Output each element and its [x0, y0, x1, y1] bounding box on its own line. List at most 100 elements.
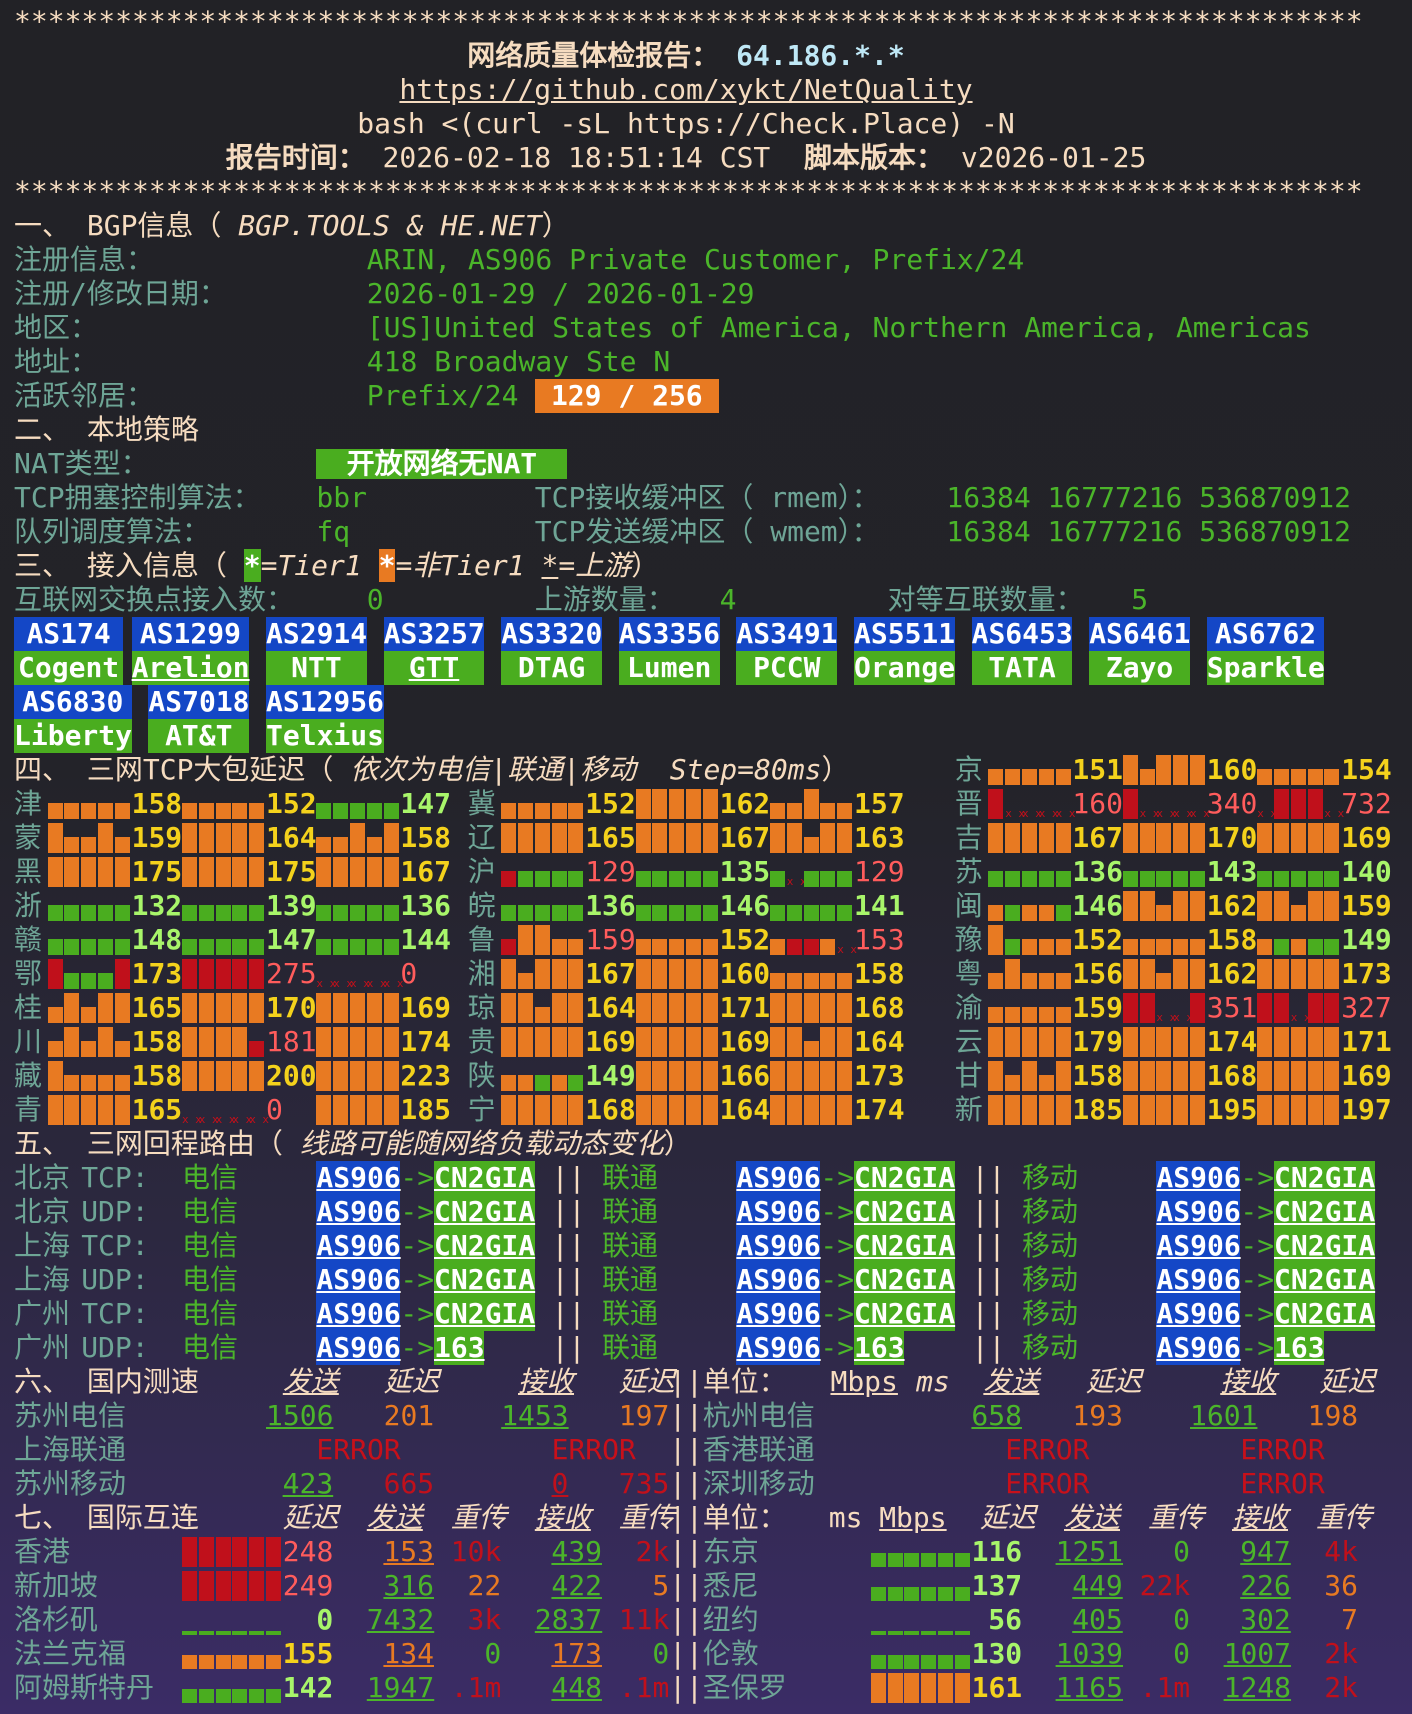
peer-label: 对等互联数量：: [887, 583, 1084, 616]
latency-bar: [770, 871, 785, 887]
route-hop-as: AS906: [736, 1297, 821, 1331]
latency-bar: [232, 857, 248, 887]
intl-send-value: 7432: [366, 1603, 435, 1636]
route-separator: ||: [551, 1331, 586, 1364]
latency-bar: [988, 871, 1004, 887]
intl-recv: 2837: [535, 1603, 602, 1637]
route-isp: 电信: [182, 1263, 239, 1296]
intl-header: 发送: [366, 1501, 423, 1534]
intl-send: 7432: [367, 1603, 434, 1637]
latency-bar: [249, 1041, 265, 1057]
latency-bar: [988, 1027, 1004, 1057]
nat-label: NAT类型：: [14, 447, 149, 480]
intl-recv-value: 226: [1240, 1569, 1291, 1602]
latency-value: 351: [1206, 991, 1258, 1024]
route-city: 广州: [14, 1331, 71, 1364]
intl-recv-retrans: 4k: [1308, 1535, 1358, 1569]
latency-bar: [1257, 871, 1273, 887]
latency-bar: [551, 803, 567, 819]
latency-bar: [182, 823, 197, 853]
latency-bar: [988, 823, 1004, 853]
as-number: AS6830: [14, 685, 132, 719]
intl-latency-bar: [870, 1673, 886, 1703]
latency-bar: [1005, 1027, 1021, 1057]
latency-bar: [333, 1095, 349, 1125]
route-city: 上海: [14, 1263, 71, 1296]
latency-bar: [1190, 1095, 1205, 1125]
latency-city: 藏: [14, 1059, 43, 1092]
intl-send: 1947: [367, 1671, 434, 1705]
intl-latency: 130: [971, 1637, 1023, 1670]
latency-bar: [669, 905, 685, 921]
latency-bar: [988, 925, 1004, 955]
latency-bar-missing-mark: x x: [1156, 1011, 1177, 1024]
cc-label: TCP拥塞控制算法：: [14, 481, 261, 514]
latency-bar: [215, 993, 231, 1023]
intl-latency-bar: [887, 1587, 903, 1601]
domestic-latency: 665: [383, 1467, 435, 1501]
latency-bar: [669, 1095, 685, 1125]
latency-value: 143: [1206, 855, 1258, 888]
latency-bar: [1156, 871, 1172, 887]
intl-node-name: 东京: [702, 1535, 759, 1568]
domestic-node-name: 上海联通: [14, 1433, 127, 1466]
latency-bar: [47, 857, 63, 887]
intl-send-retrans: 0: [1140, 1603, 1190, 1637]
latency-value: 169: [585, 1025, 636, 1058]
intl-latency-bar: [232, 1537, 248, 1567]
intl-latency: 137: [971, 1569, 1023, 1602]
latency-city: 京: [954, 753, 983, 786]
latency-value: 0: [266, 1093, 283, 1126]
domestic-separator: ||: [669, 1365, 703, 1398]
latency-bar: [64, 905, 80, 921]
route-arrow: ->: [400, 1195, 435, 1228]
latency-city: 贵: [467, 1025, 496, 1058]
as-name: Liberty: [14, 719, 133, 753]
latency-bar: [64, 939, 80, 955]
latency-value: 164: [266, 821, 317, 854]
latency-bar: [1274, 1027, 1289, 1057]
latency-bar: [669, 959, 685, 989]
latency-bar: [1307, 891, 1323, 921]
intl-latency-bar: [215, 1655, 231, 1669]
latency-bar: [98, 1027, 113, 1057]
latency-bar: [1257, 939, 1273, 955]
as-name: Zayo: [1089, 651, 1190, 685]
intl-latency-bar: [266, 1571, 281, 1601]
latency-bar: [820, 1095, 836, 1125]
intl-recv-retrans: 2k: [1308, 1671, 1358, 1705]
latency-bar: [1190, 1027, 1205, 1057]
latency-bar: [1257, 823, 1273, 853]
latency-bar: [1307, 1027, 1323, 1057]
domestic-value: 665: [383, 1467, 435, 1500]
neighbors-label: 活跃邻居：: [14, 379, 155, 412]
latency-bar: [1055, 1095, 1071, 1125]
as-name: GTT: [383, 651, 485, 685]
intl-node-name: 纽约: [702, 1603, 759, 1636]
latency-bar: [1324, 1061, 1340, 1091]
latency-bar: [686, 823, 701, 853]
latency-bar-missing-mark: x x: [1005, 807, 1026, 820]
latency-value: 174: [400, 1025, 451, 1058]
latency-bar: [669, 1061, 685, 1091]
latency-bar: [786, 803, 802, 819]
latency-value: 159: [585, 923, 636, 956]
latency-bar: [1307, 871, 1323, 887]
intl-latency: 155: [282, 1637, 334, 1670]
latency-bar: [316, 993, 332, 1023]
intl-send-retrans-value: 0: [484, 1637, 502, 1670]
repo-link[interactable]: https://github.com/xykt/NetQuality: [399, 73, 973, 106]
latency-bar: [383, 905, 399, 921]
address-label: 地址：: [14, 345, 99, 378]
intl-latency-bar: [938, 1587, 953, 1601]
latency-bar: [803, 871, 819, 887]
intl-send: 449: [1056, 1569, 1123, 1603]
bgp-title: 一、 BGP信息（: [14, 209, 239, 242]
latency-bar: [1173, 1095, 1189, 1125]
latency-bar: [47, 803, 63, 819]
latency-bar: [1156, 905, 1172, 921]
intl-latency-bar: [954, 1673, 970, 1703]
latency-bar: [568, 803, 584, 819]
routes-title: 五、 三网回程路由（: [14, 1127, 300, 1160]
latency-bar: [988, 973, 1004, 989]
